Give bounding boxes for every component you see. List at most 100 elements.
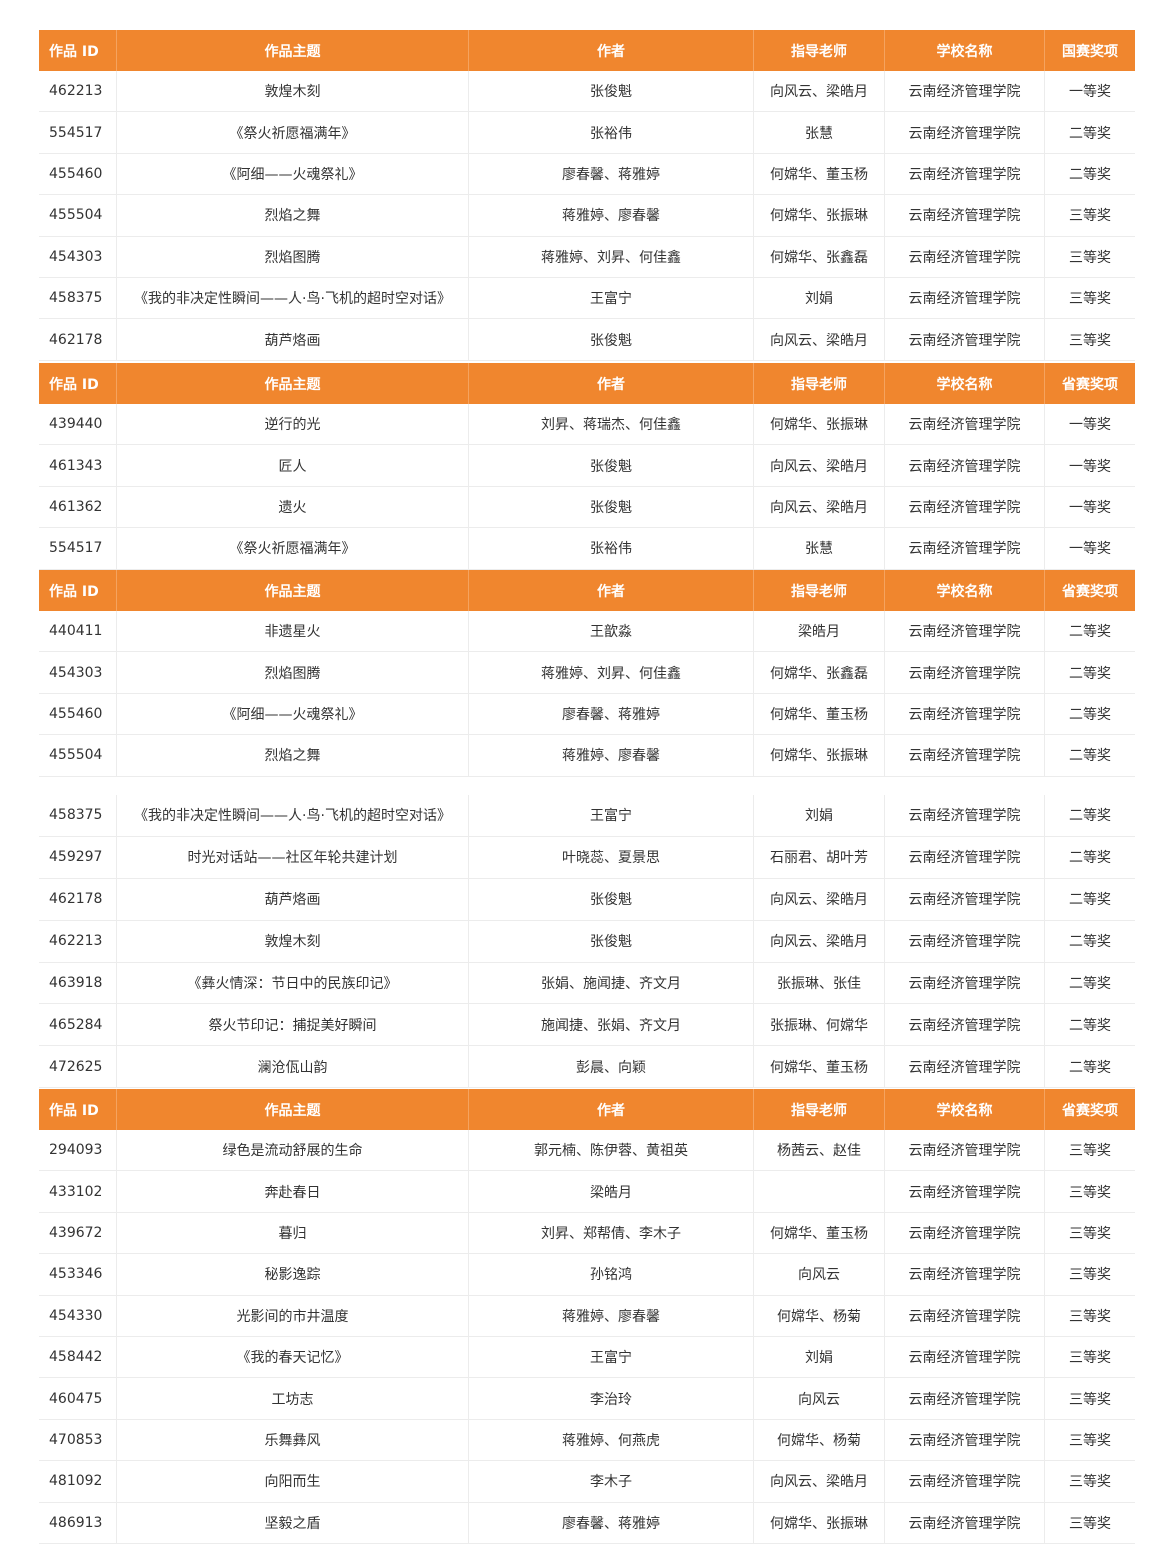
cell-author: 张俊魁 (469, 486, 754, 528)
cell-award: 三等奖 (1069, 1432, 1111, 1449)
cell-author: 王富宁 (469, 1336, 754, 1378)
header-author: 作者 (469, 1089, 754, 1130)
cell-school: 云南经济管理学院 (885, 795, 1045, 836)
cell-advisor: 张振琳、何嫦华 (754, 1004, 885, 1046)
cell-author: 张俊魁 (469, 445, 754, 486)
cell-work-id: 454303 (39, 236, 117, 277)
cell-award: 三等奖 (1069, 1143, 1111, 1160)
cell-author: 王富宁 (469, 277, 754, 319)
cell-school: 云南经济管理学院 (885, 962, 1045, 1004)
cell-work-id: 433102 (39, 1171, 117, 1212)
cell-work-title: 坚毅之盾 (117, 1502, 469, 1543)
cell-work-title: 遗火 (117, 486, 469, 528)
cell-advisor: 张慧 (754, 112, 885, 153)
cell-author: 叶晓蕊、夏景思 (469, 836, 754, 878)
cell-school: 云南经济管理学院 (885, 486, 1045, 528)
cell-advisor: 刘娟 (754, 795, 885, 836)
table-row: 454330 光影间的市井温度 蒋雅婷、廖春馨 何嫦华、杨菊 云南经济管理学院 三等奖 (39, 1295, 1135, 1337)
cell-award: 二等奖 (1069, 934, 1111, 951)
cell-work-id: 465284 (39, 1004, 117, 1046)
cell-work-id: 461362 (39, 486, 117, 528)
cell-work-id: 462213 (39, 71, 117, 112)
cell-advisor: 向风云 (754, 1378, 885, 1419)
cell-advisor (754, 1171, 885, 1212)
table-section: 作品 ID 作品主题 作者 指导老师 学校名称 国赛奖项 462213 敦煌木刻 张俊魁 向风云、… (39, 30, 1135, 361)
cell-author: 廖春馨、蒋雅婷 (469, 1502, 754, 1543)
header-award: 省赛奖项 (1062, 583, 1118, 600)
cell-work-id: 454303 (39, 652, 117, 693)
header-work-title: 作品主题 (117, 570, 469, 611)
cell-author: 蒋雅婷、廖春馨 (469, 1295, 754, 1336)
cell-advisor: 何嫦华、董玉杨 (754, 693, 885, 735)
cell-author: 张俊魁 (469, 71, 754, 112)
cell-award: 二等奖 (1069, 892, 1111, 909)
table-row: 458375 《我的非决定性瞬间——人·鸟·飞机的超时空对话》 王富宁 刘娟 云南经济管… (39, 795, 1135, 837)
header-author: 作者 (469, 30, 754, 71)
cell-author: 蒋雅婷、廖春馨 (469, 195, 754, 236)
table-row: 461343 匠人 张俊魁 向风云、梁皓月 云南经济管理学院 一等奖 (39, 445, 1135, 487)
cell-school: 云南经济管理学院 (885, 652, 1045, 693)
cell-advisor: 何嫦华、董玉杨 (754, 153, 885, 195)
table-row: 454303 烈焰图腾 蒋雅婷、刘昇、何佳鑫 何嫦华、张鑫磊 云南经济管理学院 三等奖 (39, 236, 1135, 278)
cell-school: 云南经济管理学院 (885, 236, 1045, 277)
cell-work-id: 463918 (39, 962, 117, 1004)
header-award: 省赛奖项 (1062, 1102, 1118, 1119)
cell-work-id: 458375 (39, 795, 117, 836)
cell-award: 一等奖 (1069, 458, 1111, 475)
cell-award: 二等奖 (1069, 748, 1111, 765)
cell-school: 云南经济管理学院 (885, 1295, 1045, 1336)
cell-work-title: 非遗星火 (117, 611, 469, 652)
cell-school: 云南经济管理学院 (885, 878, 1045, 920)
cell-work-title: 匠人 (117, 445, 469, 486)
cell-author: 张俊魁 (469, 319, 754, 360)
cell-advisor: 张振琳、张佳 (754, 962, 885, 1004)
cell-work-id: 454330 (39, 1295, 117, 1336)
cell-author: 刘昇、蒋瑞杰、何佳鑫 (469, 404, 754, 445)
table-row: 454303 烈焰图腾 蒋雅婷、刘昇、何佳鑫 何嫦华、张鑫磊 云南经济管理学院 二等奖 (39, 652, 1135, 694)
cell-work-title: 《阿细——火魂祭礼》 (117, 693, 469, 735)
table-row: 470853 乐舞彝风 蒋雅婷、何燕虎 何嫦华、杨菊 云南经济管理学院 三等奖 (39, 1419, 1135, 1462)
cell-work-title: 秘影逸踪 (117, 1254, 469, 1295)
cell-school: 云南经济管理学院 (885, 277, 1045, 319)
table-row: 458375 《我的非决定性瞬间——人·鸟·飞机的超时空对话》 王富宁 刘娟 云南经济管… (39, 277, 1135, 320)
table-row: 439440 逆行的光 刘昇、蒋瑞杰、何佳鑫 何嫦华、张振琳 云南经济管理学院 一等奖 (39, 404, 1135, 446)
cell-school: 云南经济管理学院 (885, 153, 1045, 195)
table-row: 554517 《祭火祈愿福满年》 张裕伟 张慧 云南经济管理学院 一等奖 (39, 528, 1135, 570)
cell-school: 云南经济管理学院 (885, 1378, 1045, 1419)
cell-award: 三等奖 (1069, 1350, 1111, 1367)
cell-award: 三等奖 (1069, 1308, 1111, 1325)
header-advisor: 指导老师 (754, 363, 885, 404)
cell-advisor: 向风云、梁皓月 (754, 1461, 885, 1502)
cell-work-title: 时光对话站——社区年轮共建计划 (117, 836, 469, 878)
cell-work-id: 460475 (39, 1378, 117, 1419)
cell-author: 李治玲 (469, 1378, 754, 1419)
cell-work-id: 458442 (39, 1336, 117, 1378)
table-row: 439672 暮归 刘昇、郑帮倩、李木子 何嫦华、董玉杨 云南经济管理学院 三等奖 (39, 1212, 1135, 1255)
header-award: 省赛奖项 (1062, 376, 1118, 393)
cell-work-id: 455504 (39, 735, 117, 776)
table-header-row: 作品 ID 作品主题 作者 指导老师 学校名称 省赛奖项 (39, 363, 1135, 404)
header-work-id: 作品 ID (39, 363, 117, 404)
cell-work-title: 敦煌木刻 (117, 71, 469, 112)
cell-award: 二等奖 (1069, 976, 1111, 992)
header-advisor: 指导老师 (754, 570, 885, 611)
cell-work-title: 烈焰之舞 (117, 735, 469, 776)
cell-work-id: 486913 (39, 1502, 117, 1543)
cell-school: 云南经济管理学院 (885, 693, 1045, 735)
table-row: 460475 工坊志 李治玲 向风云 云南经济管理学院 三等奖 (39, 1378, 1135, 1420)
cell-author: 蒋雅婷、刘昇、何佳鑫 (469, 652, 754, 693)
cell-award: 三等奖 (1069, 1225, 1111, 1242)
cell-advisor: 何嫦华、张振琳 (754, 1502, 885, 1543)
cell-school: 云南经济管理学院 (885, 528, 1045, 569)
cell-advisor: 何嫦华、张鑫磊 (754, 652, 885, 693)
cell-advisor: 何嫦华、董玉杨 (754, 1046, 885, 1088)
cell-author: 彭晨、向颖 (469, 1046, 754, 1088)
cell-advisor: 何嫦华、张振琳 (754, 735, 885, 776)
header-work-title: 作品主题 (117, 30, 469, 71)
header-advisor: 指导老师 (754, 30, 885, 71)
cell-author: 张裕伟 (469, 112, 754, 153)
cell-work-title: 光影间的市井温度 (117, 1295, 469, 1336)
cell-author: 廖春馨、蒋雅婷 (469, 693, 754, 735)
cell-award: 二等奖 (1069, 808, 1111, 825)
cell-school: 云南经济管理学院 (885, 611, 1045, 652)
